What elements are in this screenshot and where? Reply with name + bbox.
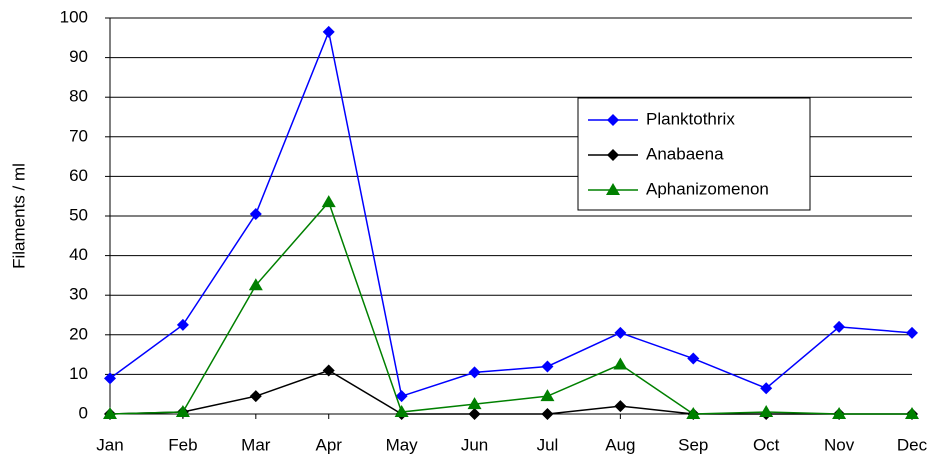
- legend-marker: [607, 114, 619, 126]
- x-tick-label: May: [386, 435, 419, 454]
- x-tick-label: Jul: [537, 435, 559, 454]
- x-tick-label: Jan: [96, 435, 123, 454]
- x-tick-label: Apr: [315, 435, 342, 454]
- y-tick-label: 60: [69, 166, 88, 185]
- data-point: [541, 360, 554, 373]
- y-tick-label: 80: [69, 87, 88, 106]
- y-tick-label: 0: [79, 403, 88, 422]
- data-point: [613, 357, 628, 370]
- data-point: [468, 366, 481, 379]
- data-point: [905, 407, 919, 419]
- x-tick-label: Sep: [678, 435, 708, 454]
- data-point: [832, 407, 847, 419]
- series-line: [109, 369, 912, 415]
- y-axis-title: Filaments / ml: [9, 163, 28, 269]
- legend-marker: [607, 149, 619, 161]
- x-tick-label: Feb: [168, 435, 197, 454]
- y-tick-label: 40: [69, 245, 88, 264]
- x-tick-label: Dec: [897, 435, 928, 454]
- series-line: [109, 200, 912, 415]
- x-tick-label: Nov: [824, 435, 855, 454]
- data-point: [614, 326, 627, 339]
- data-point: [833, 320, 846, 333]
- data-point: [541, 408, 554, 420]
- data-point: [103, 407, 117, 419]
- data-point: [760, 382, 773, 395]
- data-point: [249, 208, 262, 221]
- y-tick-label: 50: [69, 205, 88, 224]
- data-point: [176, 318, 189, 331]
- legend-label: Aphanizomenon: [646, 179, 769, 198]
- y-tick-label: 30: [69, 285, 88, 304]
- data-point: [687, 352, 700, 365]
- data-point: [322, 25, 335, 38]
- y-tick-label: 90: [69, 47, 88, 66]
- series-line: [109, 29, 913, 398]
- data-point: [175, 405, 190, 418]
- data-point: [906, 326, 918, 339]
- data-point: [322, 364, 335, 377]
- data-point: [540, 389, 555, 402]
- legend-label: Planktothrix: [646, 109, 735, 128]
- data-point: [759, 405, 774, 418]
- data-point: [104, 372, 116, 385]
- data-point: [468, 408, 481, 420]
- x-tick-label: Mar: [241, 435, 271, 454]
- y-tick-label: 100: [60, 7, 88, 26]
- data-point: [614, 400, 627, 413]
- data-point: [321, 195, 336, 208]
- x-tick-label: Jun: [461, 435, 488, 454]
- data-point: [686, 407, 701, 419]
- y-tick-label: 70: [69, 126, 88, 145]
- data-point: [395, 390, 408, 403]
- legend-label: Anabaena: [646, 144, 724, 163]
- data-point: [249, 390, 262, 403]
- x-tick-label: Aug: [605, 435, 635, 454]
- data-point: [394, 405, 409, 418]
- data-point: [248, 278, 263, 291]
- x-tick-label: Oct: [753, 435, 780, 454]
- y-tick-label: 10: [69, 364, 88, 383]
- legend-marker: [606, 183, 620, 195]
- y-tick-label: 20: [69, 324, 88, 343]
- data-point: [467, 397, 482, 410]
